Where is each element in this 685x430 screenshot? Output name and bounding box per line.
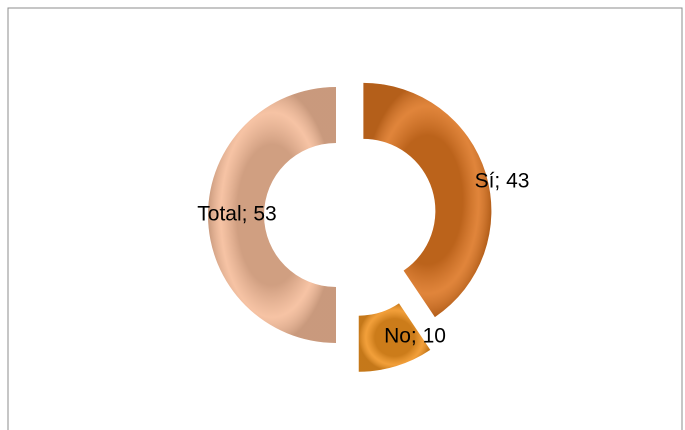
data-label: Sí; 43 bbox=[475, 170, 530, 193]
data-label: Total; 53 bbox=[197, 203, 276, 226]
chart-frame bbox=[7, 7, 683, 430]
data-label: No; 10 bbox=[384, 325, 446, 348]
doughnut-slice bbox=[363, 82, 492, 318]
